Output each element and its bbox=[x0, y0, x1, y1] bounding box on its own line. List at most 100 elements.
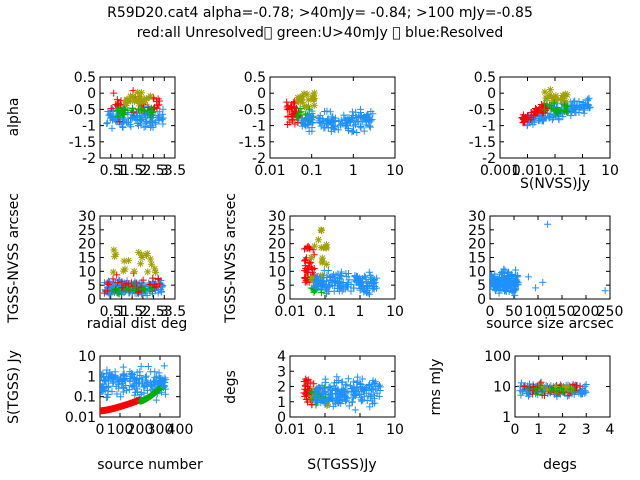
data-point bbox=[502, 287, 510, 295]
data-point-asterisk bbox=[111, 253, 118, 260]
data-point bbox=[362, 281, 370, 289]
figure-title-line-2: red:all Unresolved  green:U>40mJy   blue… bbox=[136, 25, 504, 41]
panel-p2: 0.01 0.1 1 10 -2-1.5-1-0.500.5 bbox=[239, 70, 404, 179]
data-point bbox=[130, 280, 138, 288]
data-point bbox=[284, 121, 292, 129]
data-point bbox=[358, 375, 366, 383]
data-point bbox=[312, 393, 320, 401]
data-point bbox=[336, 278, 344, 286]
data-point bbox=[114, 278, 122, 286]
data-point bbox=[370, 276, 378, 284]
data-point bbox=[334, 126, 342, 134]
data-point-asterisk bbox=[315, 236, 322, 243]
x-tick-label: 3 bbox=[582, 422, 591, 438]
data-point bbox=[109, 287, 117, 295]
data-point bbox=[351, 121, 359, 129]
data-point bbox=[348, 108, 356, 116]
y-tick-label: 25 bbox=[468, 223, 486, 239]
y-tick-label: 5 bbox=[87, 278, 96, 294]
y-tick-label: 0.5 bbox=[474, 70, 496, 86]
y-tick-label: 2 bbox=[277, 380, 286, 396]
data-point bbox=[375, 392, 383, 400]
data-point bbox=[331, 390, 339, 398]
data-point bbox=[330, 287, 338, 295]
data-point bbox=[283, 98, 291, 106]
data-point bbox=[140, 107, 148, 115]
data-point bbox=[288, 108, 296, 116]
data-point bbox=[148, 117, 156, 125]
data-point bbox=[368, 385, 376, 393]
y-tick-label: -2 bbox=[482, 151, 496, 167]
data-point-asterisk bbox=[323, 245, 330, 252]
data-point bbox=[519, 119, 527, 127]
data-point bbox=[524, 273, 532, 281]
x-axis-label: radial dist deg bbox=[87, 316, 187, 332]
plot-points bbox=[100, 246, 167, 299]
data-point bbox=[110, 375, 118, 383]
data-point bbox=[138, 375, 146, 383]
data-point bbox=[128, 104, 136, 112]
data-point bbox=[356, 123, 364, 131]
data-point bbox=[106, 370, 114, 378]
data-point bbox=[570, 102, 578, 110]
data-point bbox=[301, 381, 309, 389]
data-point bbox=[571, 387, 579, 395]
x-tick-label: 0.1 bbox=[301, 163, 323, 179]
data-point bbox=[601, 287, 609, 295]
plot-points bbox=[100, 362, 169, 415]
data-point-asterisk bbox=[300, 90, 307, 97]
y-axis-label: rms mJy bbox=[428, 359, 444, 416]
data-point bbox=[325, 394, 333, 402]
data-point bbox=[341, 115, 349, 123]
data-point bbox=[321, 375, 329, 383]
data-point bbox=[152, 396, 160, 404]
data-point bbox=[325, 384, 333, 392]
data-point bbox=[343, 281, 351, 289]
data-point-asterisk bbox=[131, 268, 138, 275]
data-point bbox=[154, 113, 162, 121]
data-point bbox=[119, 124, 127, 131]
data-point bbox=[317, 396, 325, 404]
data-point bbox=[353, 278, 361, 286]
x-tick-label: 0.01 bbox=[254, 163, 285, 179]
data-point bbox=[509, 287, 517, 295]
data-point bbox=[491, 278, 499, 286]
data-point bbox=[119, 284, 127, 292]
data-point bbox=[139, 378, 147, 386]
data-point bbox=[491, 276, 499, 284]
y-tick-label: 100 bbox=[484, 349, 511, 365]
data-point bbox=[366, 123, 374, 131]
x-tick-label: 0.1 bbox=[544, 163, 566, 179]
data-point bbox=[331, 114, 339, 122]
data-point bbox=[315, 384, 323, 392]
data-point bbox=[131, 284, 139, 292]
data-point bbox=[341, 381, 349, 389]
y-tick-label: 0 bbox=[277, 410, 286, 426]
data-point bbox=[358, 385, 366, 393]
x-axis-label: S(TGSS)Jy bbox=[307, 457, 376, 473]
data-point bbox=[507, 272, 515, 280]
data-point bbox=[351, 386, 359, 394]
y-tick-label: 1 bbox=[277, 395, 286, 411]
data-point bbox=[491, 270, 499, 278]
data-point bbox=[530, 107, 538, 115]
y-tick-label: 30 bbox=[78, 209, 96, 225]
y-tick-label: -1.5 bbox=[239, 135, 266, 151]
data-point bbox=[100, 387, 107, 395]
data-point bbox=[490, 282, 495, 290]
plot-points bbox=[103, 87, 167, 132]
data-point bbox=[558, 384, 566, 392]
data-point bbox=[364, 282, 372, 290]
data-point bbox=[547, 102, 555, 110]
data-point bbox=[518, 388, 526, 396]
y-tick-label: 10 bbox=[268, 264, 286, 280]
data-point bbox=[129, 381, 137, 389]
data-point bbox=[322, 398, 330, 406]
x-tick-label: 0.5 bbox=[100, 304, 122, 320]
data-point bbox=[333, 378, 341, 386]
data-point bbox=[100, 369, 107, 377]
y-tick-label: 1 bbox=[87, 369, 96, 385]
data-point-asterisk bbox=[121, 258, 128, 265]
x-tick-label: 1 bbox=[349, 163, 358, 179]
